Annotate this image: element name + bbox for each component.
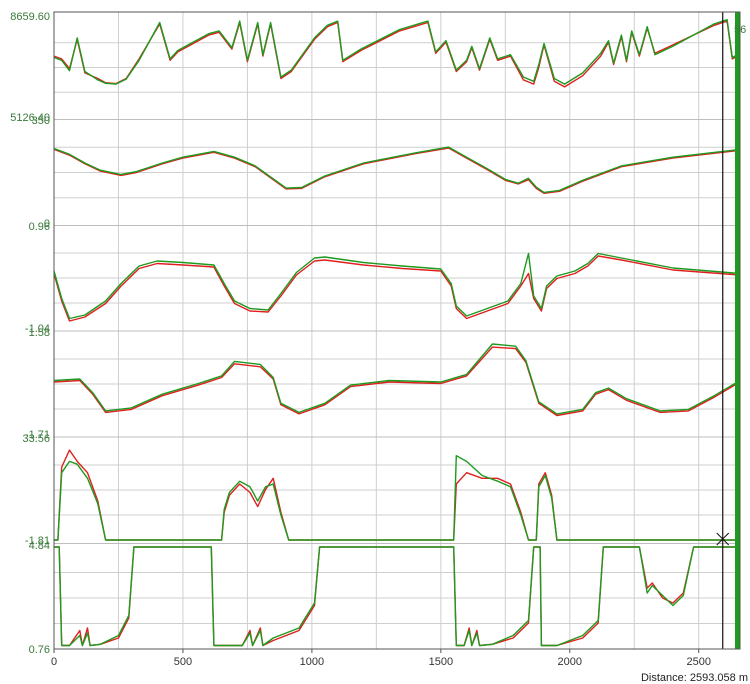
cursor-layer[interactable] (716, 12, 740, 649)
distance-readout: Distance: 2593.058 m (641, 672, 748, 684)
y-max-label: 1.58 (29, 327, 50, 339)
cursor-marker-label: 56 (734, 24, 746, 36)
y-min-label: -1.04 (25, 323, 50, 335)
y-min-label: 5126.40 (10, 112, 50, 124)
plot-border (53, 11, 741, 650)
series-line (54, 455, 740, 541)
series-line (53, 255, 741, 322)
y-max-label: 8659.60 (10, 11, 50, 23)
y-min-label: 0 (44, 218, 50, 230)
y-min-label: -1.81 (25, 535, 50, 547)
y-min-label: 0.76 (29, 644, 50, 656)
series-line (53, 252, 741, 320)
y-max-label: 0.96 (29, 221, 50, 233)
series-line (54, 546, 740, 647)
series-line (53, 346, 741, 417)
y-max-label: 33.56 (22, 433, 50, 445)
series-line (53, 343, 741, 415)
y-max-label: 4.84 (29, 540, 50, 552)
series-line (53, 19, 741, 85)
x-tick-label: 2000 (558, 656, 582, 668)
x-tick-label: 0 (51, 656, 57, 668)
y-max-label: 350 (32, 115, 50, 127)
panel-dividers (54, 119, 740, 544)
x-tick-label: 500 (174, 656, 192, 668)
x-tick-label: 1000 (300, 656, 324, 668)
x-tick-label: 1500 (429, 656, 453, 668)
series-layer (53, 19, 741, 647)
y-min-label: -1.71 (25, 429, 50, 441)
series-line (53, 146, 741, 194)
series-line (53, 147, 741, 194)
cursor-cross-marker (716, 532, 730, 546)
x-tick-label: 2500 (686, 656, 710, 668)
scroll-handle (735, 12, 740, 649)
x-axis-ticks: 0 500 1000 1500 2000 2500 (51, 649, 711, 668)
